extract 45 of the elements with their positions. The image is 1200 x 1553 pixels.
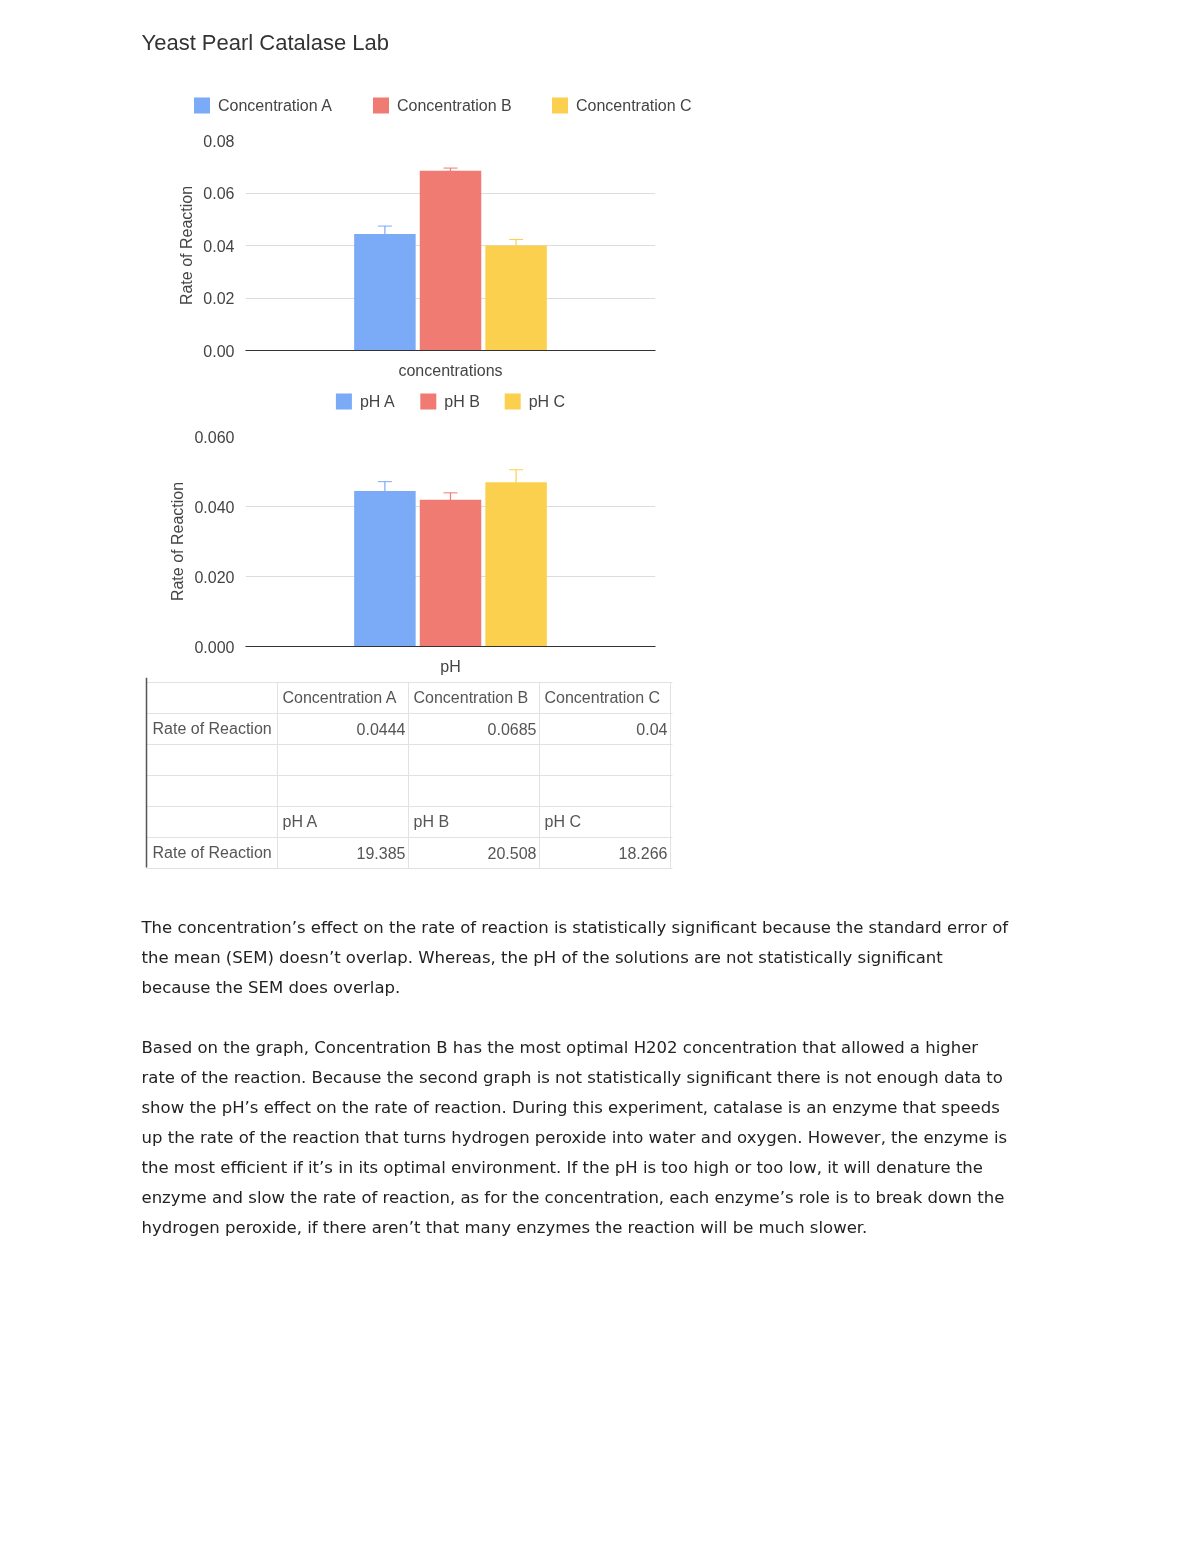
text: 20.508 [487, 844, 537, 862]
legend-label: Concentration C [576, 97, 692, 114]
y-axis-title: Rate of Reaction [169, 481, 187, 602]
legend-label: pH A [359, 393, 395, 410]
legend-label: Concentration B [397, 97, 512, 114]
legend-label: pH C [528, 393, 566, 410]
text: Concentration A [282, 689, 397, 706]
text: 0.0685 [487, 720, 537, 738]
legend-label: pH B [444, 393, 480, 410]
text: pH B [413, 813, 450, 830]
x-axis-title: concentrations [398, 361, 503, 379]
text: Concentration B [413, 689, 529, 706]
y-axis-title: Rate of Reaction [178, 185, 196, 306]
text: show the pH’s effect on the rate of reaction. During this experiment, catalase is an enzyme that speeds [141, 1098, 1000, 1117]
text: up the rate of the reaction that turns hydrogen peroxide into water and oxygen. However, the enzyme is [141, 1128, 1008, 1147]
text: the mean (SEM) doesn’t overlap. Whereas, the pH of the solutions are not statistically significant [141, 948, 944, 967]
text: hydrogen peroxide, if there aren’t that many enzymes the reaction will be much slower. [141, 1218, 868, 1237]
y-tick-label: 0.040 [194, 498, 235, 516]
text: Rate of Reaction [152, 720, 272, 737]
text: rate of the reaction. Because the second graph is not statistically significant there is not enough data to [141, 1068, 1003, 1087]
text: pH C [544, 813, 581, 830]
text: Rate of Reaction [152, 844, 272, 861]
text: Based on the graph, Concentration B has the most optimal H202 concentration that allowed a higher [141, 1038, 979, 1057]
x-axis-title: pH [440, 657, 461, 675]
bar [419, 170, 482, 351]
text: 0.04 [636, 720, 668, 738]
y-tick-label: 0.000 [194, 638, 235, 656]
y-tick-label: 0.060 [194, 428, 235, 446]
text: Concentration C [544, 689, 661, 706]
text: The concentration’s effect on the rate of reaction is statistically significant because the standard error of [140, 918, 1010, 937]
text: because the SEM does overlap. [141, 978, 401, 997]
text: pH A [282, 813, 318, 830]
y-tick-label: 0.04 [203, 237, 235, 255]
legend-label: Concentration A [218, 97, 333, 114]
y-tick-label: 0.06 [203, 185, 235, 202]
text: 0.0444 [356, 720, 406, 738]
text: enzyme and slow the rate of reaction, as for the concentration, each enzyme’s role is to break down the [141, 1188, 1005, 1207]
y-tick-label: 0.02 [203, 290, 235, 307]
text: 19.385 [356, 844, 406, 862]
chart-title: Yeast Pearl Catalase Lab [141, 30, 389, 55]
text: the most efficient if it’s in its optimal environment. If the pH is too high or too low, it will denature the [141, 1158, 983, 1177]
y-tick-label: 0.020 [194, 568, 235, 586]
y-tick-label: 0.08 [203, 132, 235, 150]
text: 18.266 [618, 844, 668, 862]
y-tick-label: 0.00 [203, 342, 235, 360]
